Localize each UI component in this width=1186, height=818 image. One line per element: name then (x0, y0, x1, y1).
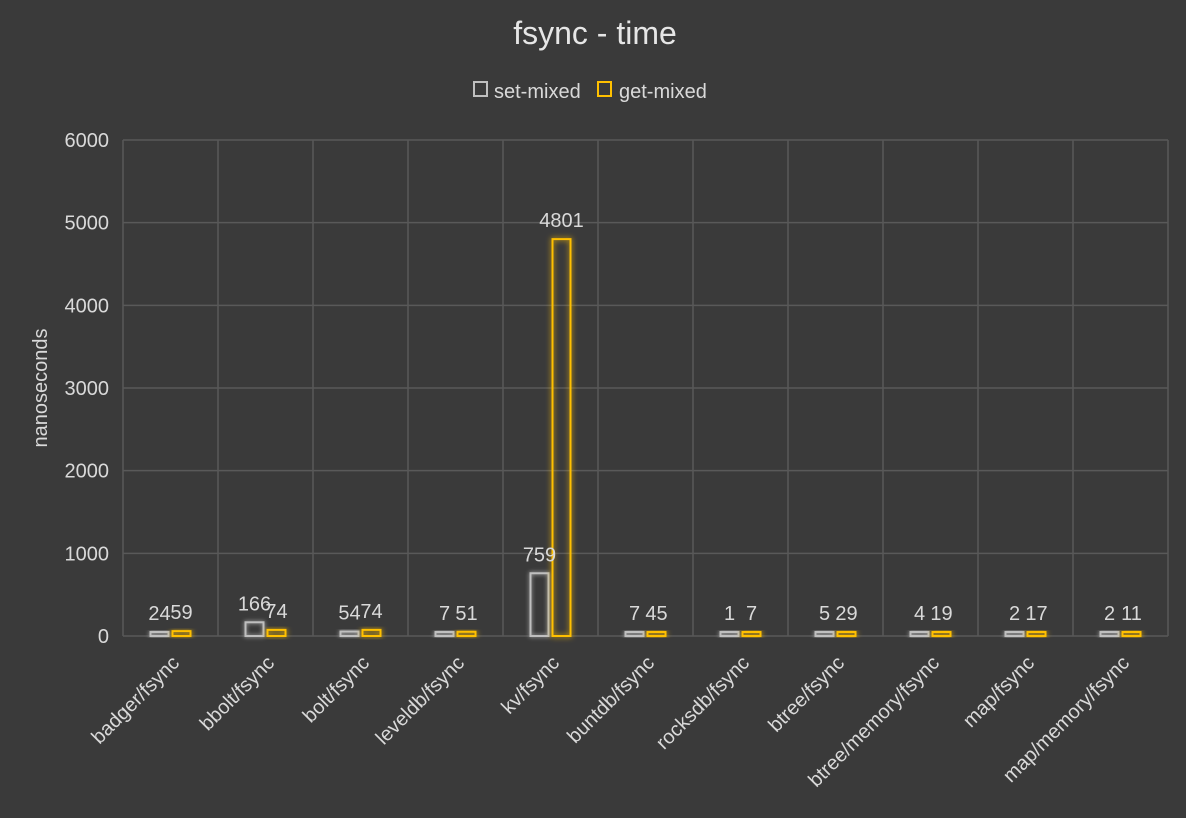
bar-set-mixed (244, 621, 265, 638)
chart-title: fsync - time (513, 15, 677, 51)
bar-set-mixed (339, 630, 360, 638)
data-label-get-mixed: 7 (746, 603, 757, 625)
bar-set-mixed (719, 631, 740, 637)
data-label-get-mixed: 29 (835, 603, 857, 625)
bar-set-mixed (149, 631, 170, 637)
data-label-set-mixed: 2 (1009, 603, 1020, 625)
gridlines (122, 139, 1169, 637)
bar-set-mixed (909, 631, 930, 637)
y-tick-label: 5000 (65, 213, 110, 235)
x-axis-ticks: badger/fsync bbolt/fsync bolt/fsyncleveldb… (88, 652, 1135, 792)
y-tick-label: 0 (98, 626, 109, 648)
data-label-get-mixed: 74 (265, 601, 287, 623)
bar-get-mixed (1121, 631, 1142, 637)
data-label-set-mixed: 1 (724, 603, 735, 625)
x-tick-label: leveldb/fsync (372, 652, 469, 749)
x-tick-label: bbolt/fsync (196, 652, 279, 735)
data-label-get-mixed: 45 (645, 603, 667, 625)
x-tick-label: badger/fsync (88, 652, 185, 749)
bar-set-mixed (624, 631, 645, 637)
bar-get-mixed (456, 630, 477, 637)
bar-get-mixed (1026, 631, 1047, 637)
data-label-set-mixed: 54 (338, 603, 360, 625)
data-label-set-mixed: 166 (238, 593, 271, 615)
bar-get-mixed (741, 631, 762, 637)
data-label-get-mixed: 11 (1121, 603, 1142, 625)
data-label-set-mixed: 24 (148, 603, 170, 625)
bar-get-mixed (646, 631, 667, 637)
data-label-set-mixed: 759 (523, 544, 556, 566)
bar-set-mixed (1099, 631, 1120, 637)
legend: set-mixed get-mixed (473, 81, 707, 103)
y-tick-label: 1000 (65, 543, 110, 565)
data-label-get-mixed: 4801 (539, 210, 584, 232)
bar-set-mixed (1004, 631, 1025, 637)
y-tick-label: 2000 (65, 461, 110, 483)
legend-swatch-get-mixed (597, 81, 612, 97)
bar-set-mixed (434, 631, 455, 637)
x-tick-label: btree/fsync (764, 652, 849, 737)
legend-label-get-mixed: get-mixed (619, 81, 707, 103)
y-tick-label: 3000 (65, 378, 110, 400)
data-label-set-mixed: 5 (819, 603, 830, 625)
y-tick-label: 4000 (65, 295, 110, 317)
x-tick-label: map/fsync (959, 652, 1039, 732)
data-label-set-mixed: 7 (439, 603, 450, 625)
x-tick-label: bolt/fsync (299, 652, 374, 727)
data-label-get-mixed: 51 (455, 603, 477, 625)
y-axis-ticks: 0 1000 2000 3000 4000 5000 6000 (65, 130, 110, 648)
data-label-get-mixed: 74 (360, 601, 382, 623)
bar-get-mixed (931, 631, 952, 637)
bar-get-mixed (171, 630, 192, 638)
x-tick-label: buntdb/fsync (563, 652, 659, 748)
bar-get-mixed (836, 631, 857, 637)
data-label-set-mixed: 7 (629, 603, 640, 625)
legend-swatch-set-mixed (473, 81, 488, 97)
bar-set-mixed (814, 631, 835, 637)
data-label-get-mixed: 19 (930, 603, 952, 625)
x-tick-label: kv/fsync (497, 652, 564, 719)
bar-set-mixed (529, 572, 550, 637)
data-label-get-mixed: 17 (1025, 603, 1047, 625)
data-label-set-mixed: 2 (1104, 603, 1115, 625)
y-tick-label: 6000 (65, 130, 110, 152)
legend-label-set-mixed: set-mixed (494, 81, 581, 103)
y-axis-label: nanoseconds (30, 329, 52, 448)
data-label-get-mixed: 59 (170, 602, 192, 624)
bar-get-mixed (266, 628, 287, 638)
bars (149, 238, 1142, 638)
x-tick-label: rocksdb/fsync (652, 652, 754, 754)
data-label-set-mixed: 4 (914, 603, 925, 625)
bar-get-mixed (551, 238, 572, 637)
bar-get-mixed (361, 628, 382, 638)
